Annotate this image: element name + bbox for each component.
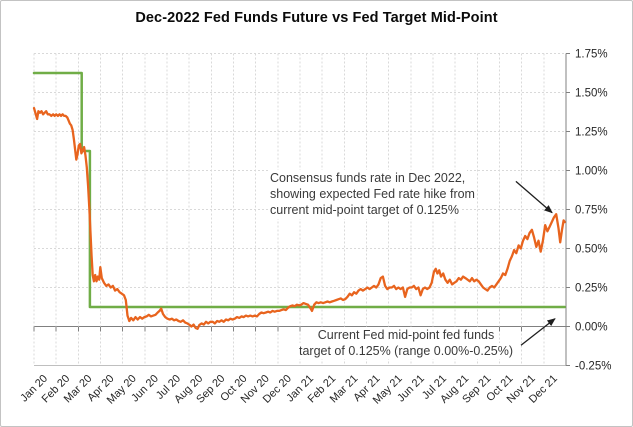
y-tick-label: 1.00%	[575, 166, 608, 178]
y-tick-label: 0.75%	[575, 205, 608, 217]
y-tick-label: 1.75%	[575, 49, 608, 61]
annotation-current-target-line-2: target of 0.125% (range 0.00%-0.25%)	[296, 343, 516, 360]
annotation-arrow-consensus	[515, 180, 553, 214]
series-line-dec2022-future	[32, 106, 566, 330]
y-tick-label: 0.25%	[575, 283, 608, 295]
annotation-current-target-line-1: Current Fed mid-point fed funds	[315, 327, 497, 344]
y-tick-label: 0.00%	[575, 322, 608, 334]
annotation-arrow-target	[520, 318, 556, 346]
annotation-consensus-line-1: Consensus funds rate in Dec 2022,	[268, 170, 468, 187]
annotation-consensus-line-3: current mid-point target of 0.125%	[268, 202, 461, 219]
chart-title: Dec-2022 Fed Funds Future vs Fed Target …	[135, 10, 498, 26]
y-tick-label: 1.25%	[575, 127, 608, 139]
annotation-current-target: Current Fed mid-point fed funds target o…	[264, 327, 548, 360]
y-tick-label: 0.50%	[575, 244, 608, 256]
annotation-consensus: Consensus funds rate in Dec 2022, showin…	[268, 170, 477, 219]
y-tick-label: 1.50%	[575, 88, 608, 100]
y-tick-label: -0.25%	[575, 361, 611, 373]
annotation-consensus-line-2: showing expected Fed rate hike from	[268, 186, 477, 203]
